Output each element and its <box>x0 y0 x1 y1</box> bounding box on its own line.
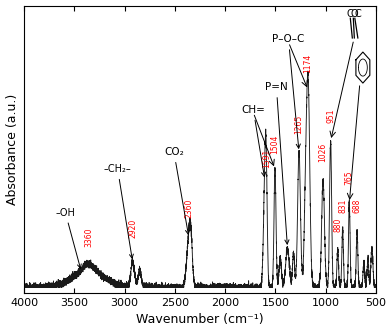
Text: 1504: 1504 <box>270 134 279 153</box>
Text: –OH: –OH <box>55 208 81 268</box>
Y-axis label: Absorbance (a.u.): Absorbance (a.u.) <box>5 94 18 205</box>
Text: P–O–C: P–O–C <box>272 34 305 148</box>
Text: 2360: 2360 <box>185 199 194 218</box>
Text: 3360: 3360 <box>84 227 93 247</box>
Text: 688: 688 <box>352 198 361 213</box>
Text: 765: 765 <box>345 170 354 185</box>
Text: 1591: 1591 <box>262 148 271 168</box>
Text: 2920: 2920 <box>128 219 137 238</box>
Text: O: O <box>350 9 358 19</box>
Text: C: C <box>355 9 362 19</box>
Text: C: C <box>347 9 353 19</box>
Text: –CH₂–: –CH₂– <box>104 164 133 258</box>
Text: P=N: P=N <box>265 82 289 244</box>
Text: 880: 880 <box>333 218 342 232</box>
Text: 1174: 1174 <box>304 54 313 73</box>
Text: 831: 831 <box>338 198 347 213</box>
Text: 1026: 1026 <box>319 143 328 162</box>
Text: CH=: CH= <box>241 105 266 177</box>
Text: 951: 951 <box>326 109 335 124</box>
Text: 1265: 1265 <box>294 115 303 134</box>
X-axis label: Wavenumber (cm⁻¹): Wavenumber (cm⁻¹) <box>136 313 264 326</box>
Text: CO₂: CO₂ <box>164 147 190 234</box>
